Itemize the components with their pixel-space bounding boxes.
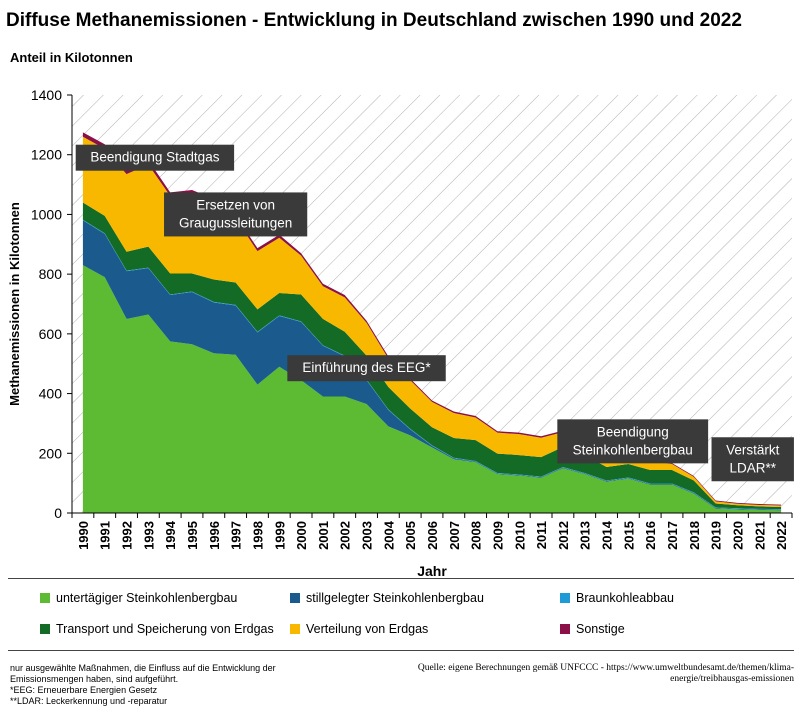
legend-item-1: untertägiger Steinkohlenbergbau: [40, 591, 237, 605]
x-tick-label: 2007: [447, 521, 462, 550]
legend-swatch: [40, 593, 50, 603]
x-tick-label: 2017: [665, 521, 680, 550]
annotation-ldar: Verstärkt LDAR**: [711, 437, 794, 482]
annotation-box: [711, 437, 794, 482]
annotation-text: Steinkohlenbergbau: [573, 442, 693, 457]
legend-separator: [8, 578, 794, 579]
x-tick-label: 2011: [534, 521, 549, 549]
footnote-eeg: *EEG: Erneuerbare Energien Gesetz: [10, 685, 158, 695]
x-tick-label: 2016: [643, 521, 658, 550]
legend-swatch: [290, 624, 300, 634]
x-tick-label: 2014: [600, 520, 615, 550]
legend-label: Transport und Speicherung von Erdgas: [56, 622, 274, 636]
x-tick-label: 2009: [490, 521, 505, 550]
annotation-text: Verstärkt: [726, 442, 780, 457]
annotation-text: Einführung des EEG*: [302, 360, 431, 375]
legend-item-3: Braunkohleabbau: [560, 591, 674, 605]
x-tick-label: 1994: [163, 520, 178, 550]
annotation-steinkohle: Beendigung Steinkohlenbergbau: [557, 419, 709, 464]
area-series-1: [82, 265, 782, 513]
footnote-ldar: **LDAR: Leckerkennung und -reparatur: [10, 696, 168, 706]
annotation-box: [287, 355, 446, 382]
legend-swatch: [560, 624, 570, 634]
y-tick-label: 1400: [31, 87, 62, 103]
x-tick-label: 1991: [98, 521, 113, 550]
legend-label: stillgelegter Steinkohlenbergbau: [306, 591, 484, 605]
x-tick-label: 2018: [687, 521, 702, 550]
x-tick-label: 1996: [207, 521, 222, 550]
legend-swatch: [560, 593, 570, 603]
annotation-box: [75, 144, 235, 171]
y-tick-label: 0: [54, 505, 62, 521]
x-tick-label: 2003: [360, 521, 375, 550]
x-tick-label: 2004: [381, 520, 396, 550]
x-tick-label: 1998: [250, 521, 265, 550]
y-tick-label: 800: [39, 266, 63, 282]
chart-subtitle: Anteil in Kilotonnen: [10, 50, 133, 65]
chart-title: Diffuse Methanemissionen - Entwicklung i…: [6, 10, 742, 31]
legend-item-4: Transport und Speicherung von Erdgas: [40, 622, 274, 636]
x-tick-label: 2010: [512, 521, 527, 550]
y-tick-label: 400: [39, 386, 63, 402]
annotation-text: Beendigung Stadtgas: [90, 150, 219, 165]
x-tick-label: 2015: [621, 521, 636, 550]
x-tick-label: 2021: [752, 521, 767, 550]
annotation-box: [557, 419, 709, 464]
annotation-box: [164, 192, 308, 237]
x-tick-label: 2019: [709, 521, 724, 550]
y-axis-label: Methanemissionen in Kilotonnen: [7, 202, 22, 406]
annotation-text: Graugussleitungen: [179, 215, 292, 230]
y-tick-label: 600: [39, 326, 63, 342]
x-tick-label: 2006: [425, 521, 440, 550]
legend-item-6: Sonstige: [560, 622, 625, 636]
x-tick-label: 2002: [338, 521, 353, 550]
annotation-eeg: Einführung des EEG*: [287, 355, 446, 382]
x-tick-label: 1990: [76, 521, 91, 550]
footer-separator: [8, 650, 794, 651]
legend-swatch: [40, 624, 50, 634]
footnote-measures: nur ausgewählte Maßnahmen, die Einfluss …: [10, 663, 276, 684]
x-tick-label: 2013: [578, 521, 593, 550]
x-tick-label: 2005: [403, 521, 418, 550]
legend-label: Sonstige: [576, 622, 625, 636]
x-tick-label: 1995: [185, 521, 200, 550]
x-tick-label: 2001: [316, 521, 331, 550]
annotation-grauguss: Ersetzen von Graugussleitungen: [164, 192, 308, 237]
x-tick-label: 1993: [141, 521, 156, 550]
legend-label: Verteilung von Erdgas: [306, 622, 429, 636]
annotation-text: Beendigung: [597, 424, 669, 439]
x-tick-label: 1992: [120, 521, 135, 550]
annotation-stadtgas: Beendigung Stadtgas: [75, 144, 235, 171]
x-tick-label: 1997: [229, 521, 244, 550]
legend-swatch: [290, 593, 300, 603]
area-series-5: [82, 136, 782, 508]
source-note: Quelle: eigene Berechnungen gemäß UNFCCC…: [417, 663, 794, 684]
x-tick-label: 1999: [272, 521, 287, 550]
annotation-text: LDAR**: [729, 460, 776, 475]
legend-item-5: Verteilung von Erdgas: [290, 622, 428, 636]
x-tick-label: 2020: [730, 521, 745, 550]
x-axis-label: Jahr: [417, 563, 447, 579]
y-tick-label: 200: [39, 445, 63, 461]
footnotes: nur ausgewählte Maßnahmen, die Einfluss …: [10, 663, 300, 707]
legend-label: untertägiger Steinkohlenbergbau: [56, 591, 238, 605]
annotation-text: Ersetzen von: [196, 197, 275, 212]
x-tick-label: 2008: [469, 521, 484, 550]
x-tick-label: 2012: [556, 521, 571, 550]
y-tick-label: 1000: [31, 206, 62, 222]
x-tick-label: 2022: [774, 521, 789, 550]
x-tick-label: 2000: [294, 521, 309, 550]
stacked-area-chart: 0 200 400 600 800 1000 1200 1400 1990 1991 1992 199…: [7, 87, 794, 579]
y-tick-label: 1200: [31, 147, 62, 163]
legend-label: Braunkohleabbau: [576, 591, 674, 605]
legend-item-2: stillgelegter Steinkohlenbergbau: [290, 591, 484, 605]
